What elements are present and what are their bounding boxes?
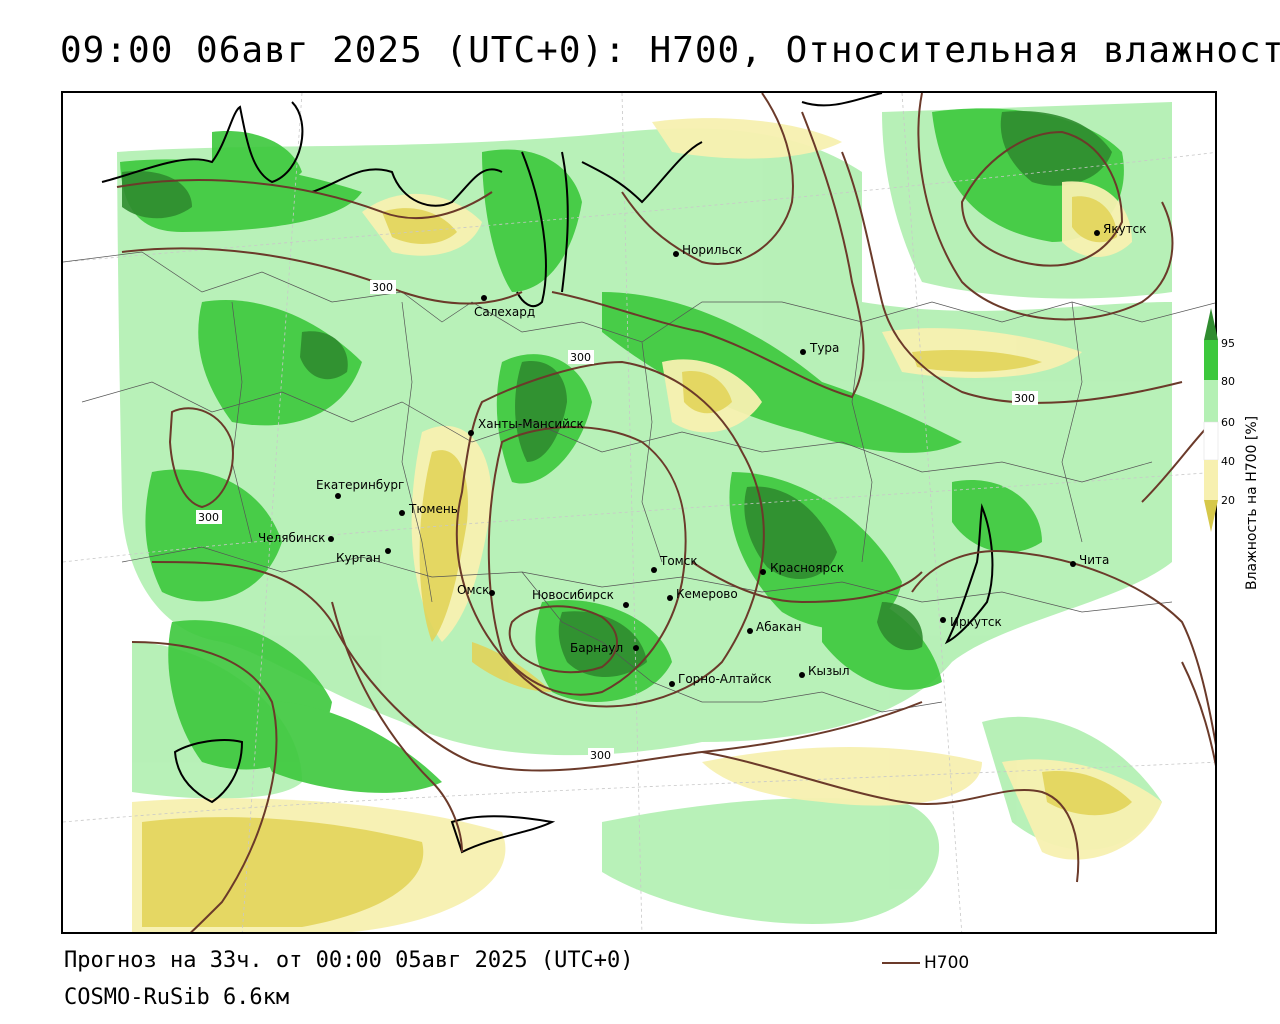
city-marker: Тюмень — [399, 502, 458, 516]
contour-line — [701, 751, 1080, 883]
city-marker: Ханты-Мансийск — [468, 417, 584, 436]
contour-line — [551, 111, 865, 399]
contour-line — [1181, 661, 1215, 767]
city-label: Тура — [809, 341, 839, 355]
city-marker: Якутск — [1094, 222, 1147, 236]
city-marker: Новосибирск — [532, 588, 629, 608]
city-label: Якутск — [1103, 222, 1147, 236]
h700-contours — [116, 93, 1215, 932]
map-title: 09:00 06авг 2025 (UTC+0): H700, Относите… — [60, 30, 1280, 71]
coastlines — [101, 93, 994, 854]
h700-line-swatch — [882, 962, 920, 964]
humidity-map: 300 300 300 300 300 Норильск Якутск Сале… — [63, 93, 1215, 932]
city-marker: Челябинск — [258, 531, 334, 545]
colorbar-segment — [1203, 421, 1219, 461]
contour-line — [917, 93, 1174, 321]
contour-label: 300 — [372, 281, 393, 294]
city-label: Красноярск — [770, 561, 844, 575]
colorbar-segment — [1204, 340, 1218, 380]
colorbar-bottom-triangle — [1204, 500, 1218, 532]
city-marker: Барнаул — [570, 641, 639, 655]
contour-label: 300 — [590, 749, 611, 762]
city-label: Норильск — [682, 243, 742, 257]
contour-line — [455, 360, 765, 708]
city-marker: Екатеринбург — [316, 478, 404, 499]
h700-line-label: H700 — [924, 953, 970, 973]
city-label: Челябинск — [258, 531, 325, 545]
contour-line — [331, 601, 463, 853]
contour-label: 300 — [198, 511, 219, 524]
city-label: Барнаул — [570, 641, 623, 655]
colorbar-tick: 95 — [1221, 337, 1235, 350]
city-label: Тюмень — [408, 502, 458, 516]
contour-label: 300 — [1014, 392, 1035, 405]
city-label: Абакан — [756, 620, 801, 634]
city-label: Омск — [457, 583, 489, 597]
model-name: COSMO-RuSib 6.6км — [64, 985, 290, 1010]
contour-line — [116, 179, 493, 220]
contour-line — [960, 130, 1124, 267]
contour-line — [131, 641, 278, 932]
contour-label: 300 — [570, 351, 591, 364]
contour-line — [911, 550, 1215, 746]
contour-labels: 300 300 300 300 300 — [196, 280, 1038, 762]
forecast-info: Прогноз на 33ч. от 00:00 05авг 2025 (UTC… — [64, 948, 634, 973]
city-label: Екатеринбург — [316, 478, 404, 492]
city-markers: Норильск Якутск Салехард Тура Ханты-Манс… — [258, 222, 1147, 687]
city-marker: Тура — [800, 341, 839, 355]
city-marker: Салехард — [474, 295, 535, 319]
city-label: Ханты-Мансийск — [478, 417, 584, 431]
contour-line — [621, 93, 794, 265]
city-marker: Кемерово — [667, 587, 738, 601]
colorbar-top-triangle — [1204, 308, 1218, 340]
city-label: Чита — [1079, 553, 1109, 567]
city-label: Кызыл — [808, 664, 850, 678]
colorbar-title: Влажность на H700 [%] — [1244, 415, 1260, 590]
graticule — [63, 93, 1215, 932]
city-marker: Чита — [1070, 553, 1109, 567]
contour-line — [487, 426, 687, 696]
contour-line — [508, 605, 618, 674]
city-label: Новосибирск — [532, 588, 614, 602]
colorbar-tick: 20 — [1221, 494, 1235, 507]
colorbar: 95 80 60 40 20 — [1196, 300, 1276, 600]
city-marker: Кызыл — [799, 664, 850, 678]
city-label: Иркутск — [950, 615, 1002, 629]
contour-line — [841, 151, 1183, 404]
contour-line — [168, 407, 234, 509]
city-marker: Томск — [651, 554, 698, 573]
colorbar-tick: 80 — [1221, 375, 1235, 388]
city-marker: Курган — [336, 548, 391, 565]
city-marker: Горно-Алтайск — [669, 672, 772, 687]
city-label: Горно-Алтайск — [678, 672, 772, 686]
city-label: Салехард — [474, 305, 535, 319]
city-label: Кемерово — [676, 587, 738, 601]
city-marker: Иркутск — [940, 615, 1002, 629]
contour-line — [151, 561, 923, 772]
city-label: Томск — [659, 554, 698, 568]
contour-line — [691, 561, 923, 604]
city-marker: Норильск — [673, 243, 742, 257]
colorbar-tick: 60 — [1221, 416, 1235, 429]
city-marker: Абакан — [747, 620, 801, 634]
colorbar-segment — [1204, 460, 1218, 500]
city-marker: Красноярск — [760, 561, 844, 575]
map-area[interactable]: 300 300 300 300 300 Норильск Якутск Сале… — [61, 91, 1217, 934]
colorbar-segment — [1204, 380, 1218, 422]
city-label: Курган — [336, 551, 381, 565]
city-marker: Омск — [457, 583, 495, 597]
colorbar-tick: 40 — [1221, 455, 1235, 468]
